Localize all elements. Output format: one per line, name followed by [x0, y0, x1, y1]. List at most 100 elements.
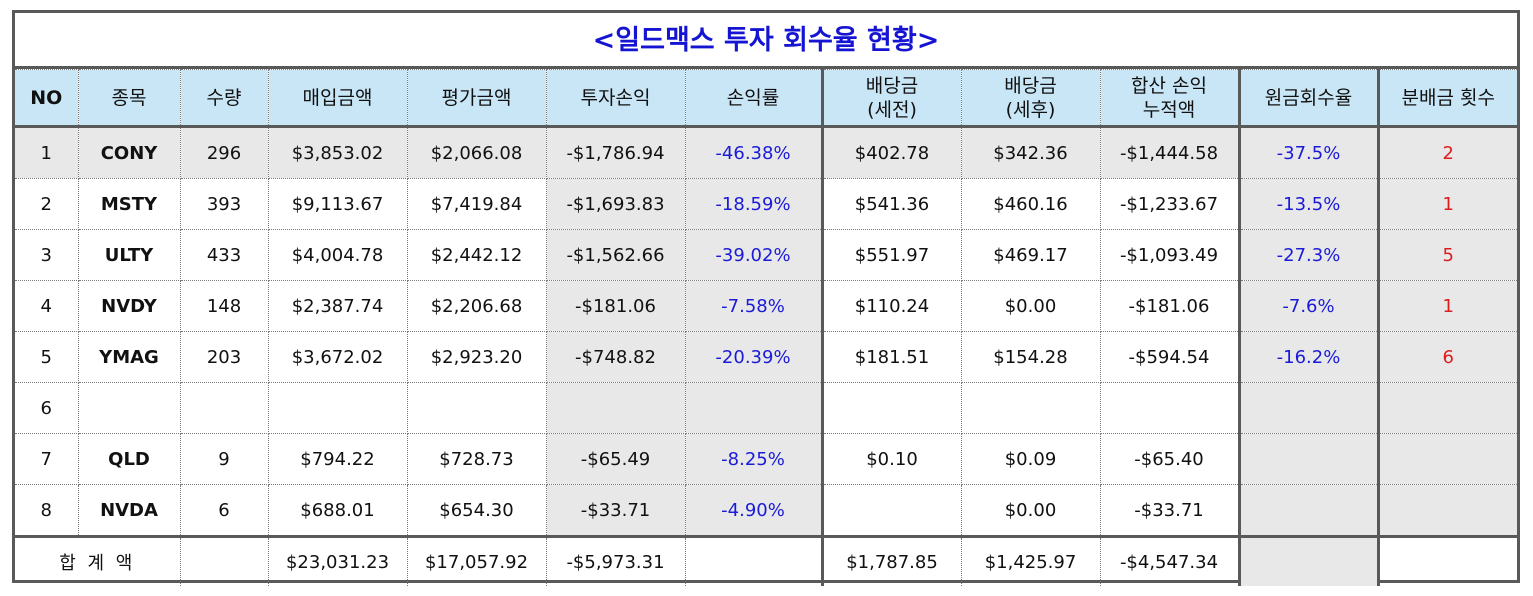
- cell-recovery[interactable]: -27.3%: [1237, 229, 1379, 281]
- cell-recovery[interactable]: -16.2%: [1237, 331, 1379, 383]
- cell-buy[interactable]: [267, 382, 408, 434]
- cell-count[interactable]: 6: [1376, 331, 1517, 383]
- cell-div-pre[interactable]: $110.24: [820, 280, 962, 332]
- cell-stock[interactable]: QLD: [77, 433, 181, 485]
- cell-no[interactable]: 8: [15, 484, 79, 537]
- total-cell-recovery[interactable]: [1237, 535, 1379, 586]
- cell-buy[interactable]: $688.01: [267, 484, 408, 537]
- cell-div-pre[interactable]: [820, 484, 962, 537]
- cell-div-post[interactable]: $0.00: [960, 484, 1101, 537]
- cell-eval[interactable]: $2,923.20: [406, 331, 547, 383]
- cell-buy[interactable]: $794.22: [267, 433, 408, 485]
- cell-stock[interactable]: YMAG: [77, 331, 181, 383]
- cell-recovery[interactable]: -37.5%: [1237, 126, 1379, 179]
- cell-pl[interactable]: -$748.82: [545, 331, 686, 383]
- cell-div-post[interactable]: $0.09: [960, 433, 1101, 485]
- header-buy[interactable]: 매입금액: [267, 69, 408, 128]
- total-cell-qty[interactable]: [179, 535, 269, 586]
- cell-stock[interactable]: NVDY: [77, 280, 181, 332]
- cell-pl[interactable]: -$1,562.66: [545, 229, 686, 281]
- cell-no[interactable]: 3: [15, 229, 79, 281]
- cell-pl[interactable]: -$33.71: [545, 484, 686, 537]
- cell-stock[interactable]: [77, 382, 181, 434]
- cell-recovery[interactable]: [1237, 433, 1379, 485]
- cell-recovery[interactable]: -13.5%: [1237, 178, 1379, 230]
- cell-pl-rate[interactable]: -20.39%: [684, 331, 823, 383]
- cell-stock[interactable]: NVDA: [77, 484, 181, 537]
- cell-cum[interactable]: -$594.54: [1099, 331, 1240, 383]
- cell-div-pre[interactable]: $402.78: [820, 126, 962, 179]
- header-div-pre[interactable]: 배당금 (세전): [820, 69, 962, 128]
- cell-eval[interactable]: $728.73: [406, 433, 547, 485]
- total-cell-eval[interactable]: $17,057.92: [406, 535, 547, 586]
- cell-pl-rate[interactable]: -39.02%: [684, 229, 823, 281]
- cell-cum[interactable]: -$1,233.67: [1099, 178, 1240, 230]
- cell-qty[interactable]: 393: [179, 178, 269, 230]
- cell-pl[interactable]: -$181.06: [545, 280, 686, 332]
- cell-div-post[interactable]: $0.00: [960, 280, 1101, 332]
- cell-cum[interactable]: [1099, 382, 1240, 434]
- cell-div-pre[interactable]: [820, 382, 962, 434]
- total-cell-cum[interactable]: -$4,547.34: [1099, 535, 1240, 586]
- total-cell-count[interactable]: [1376, 535, 1517, 586]
- cell-buy[interactable]: $4,004.78: [267, 229, 408, 281]
- cell-count[interactable]: [1376, 382, 1517, 434]
- cell-buy[interactable]: $9,113.67: [267, 178, 408, 230]
- cell-no[interactable]: 6: [15, 382, 79, 434]
- total-cell-pl-rate[interactable]: [684, 535, 823, 586]
- cell-eval[interactable]: $654.30: [406, 484, 547, 537]
- cell-cum[interactable]: -$181.06: [1099, 280, 1240, 332]
- cell-cum[interactable]: -$1,093.49: [1099, 229, 1240, 281]
- cell-buy[interactable]: $3,853.02: [267, 126, 408, 179]
- cell-eval[interactable]: $2,442.12: [406, 229, 547, 281]
- cell-qty[interactable]: 148: [179, 280, 269, 332]
- cell-pl[interactable]: [545, 382, 686, 434]
- cell-div-post[interactable]: [960, 382, 1101, 434]
- cell-qty[interactable]: 203: [179, 331, 269, 383]
- cell-div-pre[interactable]: $541.36: [820, 178, 962, 230]
- cell-cum[interactable]: -$65.40: [1099, 433, 1240, 485]
- cell-cum[interactable]: -$33.71: [1099, 484, 1240, 537]
- total-cell-div-post[interactable]: $1,425.97: [960, 535, 1101, 586]
- total-cell-pl[interactable]: -$5,973.31: [545, 535, 686, 586]
- cell-count[interactable]: 1: [1376, 280, 1517, 332]
- header-no[interactable]: NO: [15, 69, 79, 128]
- cell-no[interactable]: 1: [15, 126, 79, 179]
- cell-buy[interactable]: $2,387.74: [267, 280, 408, 332]
- cell-eval[interactable]: $2,206.68: [406, 280, 547, 332]
- cell-stock[interactable]: ULTY: [77, 229, 181, 281]
- cell-div-pre[interactable]: $181.51: [820, 331, 962, 383]
- cell-qty[interactable]: 296: [179, 126, 269, 179]
- cell-count[interactable]: 1: [1376, 178, 1517, 230]
- cell-eval[interactable]: $2,066.08: [406, 126, 547, 179]
- cell-qty[interactable]: 433: [179, 229, 269, 281]
- cell-div-pre[interactable]: $0.10: [820, 433, 962, 485]
- cell-stock[interactable]: MSTY: [77, 178, 181, 230]
- cell-stock[interactable]: CONY: [77, 126, 181, 179]
- cell-div-pre[interactable]: $551.97: [820, 229, 962, 281]
- cell-no[interactable]: 7: [15, 433, 79, 485]
- cell-eval[interactable]: [406, 382, 547, 434]
- cell-pl-rate[interactable]: -46.38%: [684, 126, 823, 179]
- header-count[interactable]: 분배금 횟수: [1376, 69, 1517, 128]
- cell-cum[interactable]: -$1,444.58: [1099, 126, 1240, 179]
- cell-pl-rate[interactable]: [684, 382, 823, 434]
- total-cell-buy[interactable]: $23,031.23: [267, 535, 408, 586]
- header-cum[interactable]: 합산 손익 누적액: [1099, 69, 1240, 128]
- cell-pl-rate[interactable]: -8.25%: [684, 433, 823, 485]
- header-div-post[interactable]: 배당금 (세후): [960, 69, 1101, 128]
- cell-pl[interactable]: -$1,693.83: [545, 178, 686, 230]
- cell-count[interactable]: [1376, 484, 1517, 537]
- cell-count[interactable]: [1376, 433, 1517, 485]
- cell-qty[interactable]: 9: [179, 433, 269, 485]
- cell-pl[interactable]: -$65.49: [545, 433, 686, 485]
- cell-recovery[interactable]: [1237, 484, 1379, 537]
- cell-recovery[interactable]: [1237, 382, 1379, 434]
- cell-pl-rate[interactable]: -18.59%: [684, 178, 823, 230]
- cell-count[interactable]: 2: [1376, 126, 1517, 179]
- cell-pl-rate[interactable]: -7.58%: [684, 280, 823, 332]
- cell-pl-rate[interactable]: -4.90%: [684, 484, 823, 537]
- header-stock[interactable]: 종목: [77, 69, 181, 128]
- cell-div-post[interactable]: $460.16: [960, 178, 1101, 230]
- total-label[interactable]: 합 계 액: [15, 535, 181, 586]
